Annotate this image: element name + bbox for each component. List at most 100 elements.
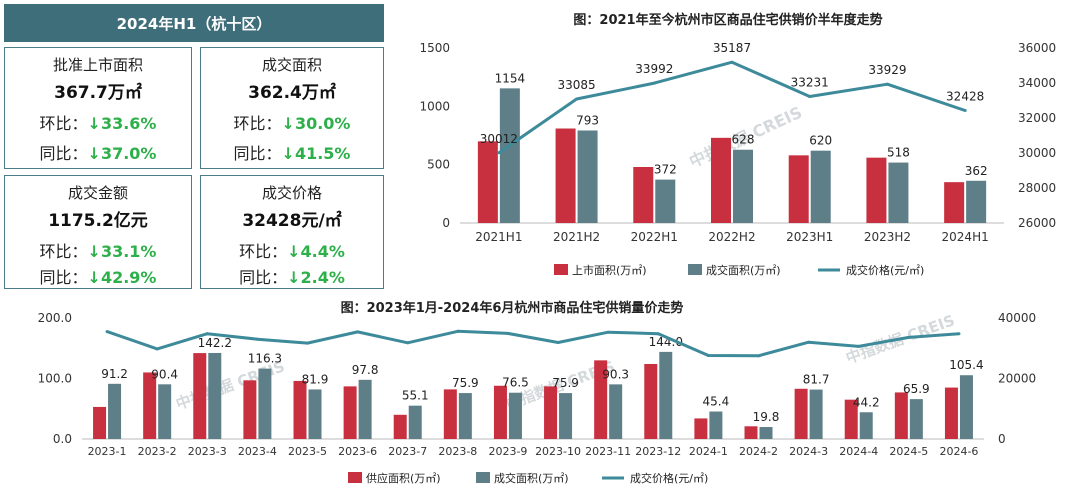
x-tick-label: 2023-4 [238,445,277,458]
kpi-mom-row: 环比：↓33.1% [5,238,191,262]
kpi-yoy-row: 同比：↓41.5% [201,140,383,164]
y-left-tick: 500 [427,158,450,172]
price-point [808,94,812,98]
bar-deal [258,368,272,439]
price-point [575,97,579,101]
bar-supply [594,360,608,439]
legend: 供应面积(万㎡) 成交面积(万㎡) 成交价格(元/㎡) [348,471,708,485]
x-tick-label: 2024-4 [839,445,878,458]
kpi-mom-label: 环比： [39,114,88,133]
price-point [757,354,760,358]
bar-deal [859,412,873,439]
bar-deal [408,405,422,439]
bar-deal [308,389,322,439]
y-right-tick: 40000 [998,311,1036,325]
line-data-label: 35187 [713,41,751,55]
kpi-mom-row: 环比：↓4.4% [201,238,383,262]
legend-swatch-deal [476,472,490,483]
x-tick-label: 2024-5 [889,445,928,458]
kpi-title: 成交面积 [261,56,322,74]
bar-supply [694,418,708,439]
bar-supply [544,386,558,439]
bar-data-label: 75.9 [552,376,579,390]
kpi-value: 362.4万㎡ [248,83,336,103]
kpi-title: 成交金额 [67,184,128,202]
y-left-tick: 0 [442,216,450,230]
bar-supply [143,372,157,439]
kpi-value: 1175.2亿元 [48,211,148,231]
x-tick-label: 2023-8 [438,445,477,458]
y-left-tick: 1500 [419,41,450,55]
bar-supply [844,399,858,439]
price-point [652,81,656,85]
legend-label-price: 成交价格(元/㎡) [630,471,708,485]
kpi-mom-value: ↓30.0% [281,114,351,133]
kpi-card-deal-price: 成交价格 32428元/㎡ 环比：↓4.4% 同比：↓2.4% [200,175,384,289]
bar-supply [744,426,758,439]
bar-data-label: 76.5 [502,376,529,390]
bar-deal [458,393,472,439]
bar-deal [158,384,172,439]
bar-supply [293,380,307,439]
x-tick-label: 2023H1 [786,230,833,244]
kpi-title: 成交价格 [261,184,322,202]
x-tick-label: 2023-2 [138,445,177,458]
bar-supply [93,406,107,439]
price-point [706,354,710,358]
kpi-yoy-value: ↓41.5% [281,144,351,163]
price-point [497,151,501,155]
price-point [807,340,811,344]
bar-data-label: 19.8 [753,410,780,424]
y-left-tick: 100.0 [38,372,72,386]
kpi-yoy-label: 同比： [39,268,88,287]
x-tick-label: 2023-9 [488,445,527,458]
bar-deal [759,427,773,439]
price-point [255,337,259,341]
x-tick-label: 2024-3 [789,445,828,458]
line-data-label: 33085 [557,78,595,92]
bar-deal [559,393,573,439]
bar-data-label: 90.3 [602,367,629,381]
price-line [106,329,960,358]
bar-data-label: 90.4 [151,367,178,381]
bar-deal [609,384,623,439]
bar-data-label: 44.2 [853,395,880,409]
bar-data-label: 75.9 [452,376,479,390]
kpi-mom-value: ↓4.4% [287,242,345,261]
bar-deal [909,399,923,439]
y-right-tick: 36000 [1018,41,1056,55]
price-point [556,341,560,345]
x-tick-label: 2023-12 [635,445,681,458]
price-point [356,330,360,334]
legend-label-supply: 上市面积(万㎡) [572,263,647,277]
kpi-yoy-row: 同比：↓2.4% [201,264,383,288]
monthly-chart: 图：2023年1月-2024年6月杭州市商品住宅供销量价走势 中指数据 CREI… [38,300,1037,485]
legend-label-deal: 成交面积(万㎡) [494,471,569,485]
legend-swatch-supply [348,472,362,483]
kpi-value: 367.7万㎡ [54,83,142,103]
panel-header: 2024年H1（杭十区） [4,4,384,42]
y-right-tick: 34000 [1018,76,1056,90]
x-tick-label: 2023-6 [338,445,377,458]
price-point [606,330,610,334]
legend-label-deal: 成交面积(万㎡) [706,263,781,277]
x-tick-label: 2024H1 [942,230,989,244]
bar-data-label: 81.7 [803,373,830,387]
bar-data-label: 45.4 [703,395,730,409]
x-tick-label: 2022H1 [631,230,678,244]
bar-deal [966,180,987,223]
kpi-card-deal-area: 成交面积 362.4万㎡ 环比：↓30.0% 同比：↓41.5% [200,47,384,169]
price-point [963,109,967,113]
line-data-label: 33231 [791,75,829,89]
y-right-tick: 26000 [1018,216,1056,230]
bar-supply [644,363,658,439]
x-tick-label: 2024-1 [689,445,728,458]
bar-supply [443,389,457,439]
kpi-mom-value: ↓33.6% [87,114,157,133]
bar-deal [733,149,753,223]
bar-supply [243,380,257,439]
bar-deal [358,379,372,439]
kpi-card-deal-amount: 成交金额 1175.2亿元 环比：↓33.1% 同比：↓42.9% [4,175,192,289]
kpi-value: 32428元/㎡ [242,211,342,231]
kpi-yoy-label: 同比： [239,268,288,287]
